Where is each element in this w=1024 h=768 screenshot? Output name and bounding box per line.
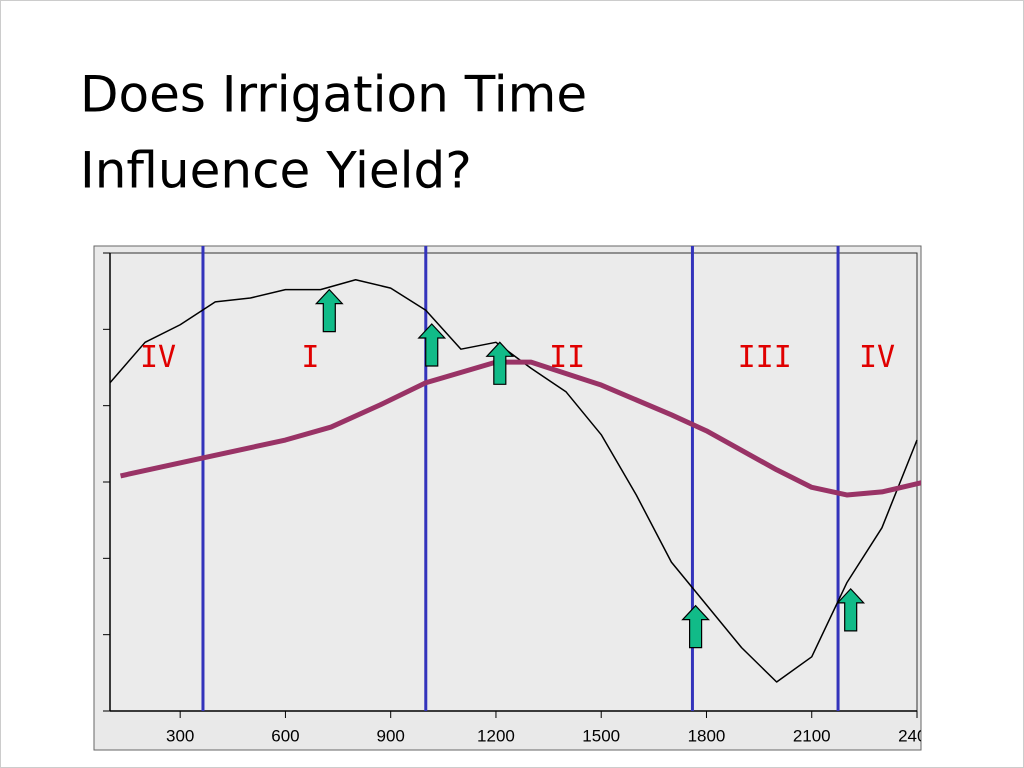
arrow-marker (417, 323, 447, 367)
region-label: I (301, 340, 319, 375)
x-tick-label: 300 (166, 726, 194, 745)
arrow-marker (485, 341, 515, 385)
arrow-marker (836, 587, 866, 632)
x-tick-label: 900 (377, 726, 405, 745)
x-tick-label: 600 (271, 726, 299, 745)
x-tick-label: 1800 (688, 726, 726, 745)
arrow-marker (681, 604, 710, 649)
trend-curve (119, 359, 921, 498)
x-tick-label: 2400 (898, 726, 936, 745)
x-tick-label: 1500 (582, 726, 620, 745)
title-line: Influence Yield? (80, 142, 472, 200)
x-tick-label: 1200 (477, 726, 515, 745)
region-label: II (549, 340, 585, 375)
region-label: IV (140, 340, 176, 375)
region-label: IV (859, 340, 895, 375)
region-label: III (738, 340, 792, 375)
title-line: Does Irrigation Time (80, 66, 587, 124)
x-tick-label: 2100 (793, 726, 831, 745)
yield-line (109, 278, 918, 683)
plot-area (109, 252, 918, 712)
arrow-marker (314, 288, 344, 333)
